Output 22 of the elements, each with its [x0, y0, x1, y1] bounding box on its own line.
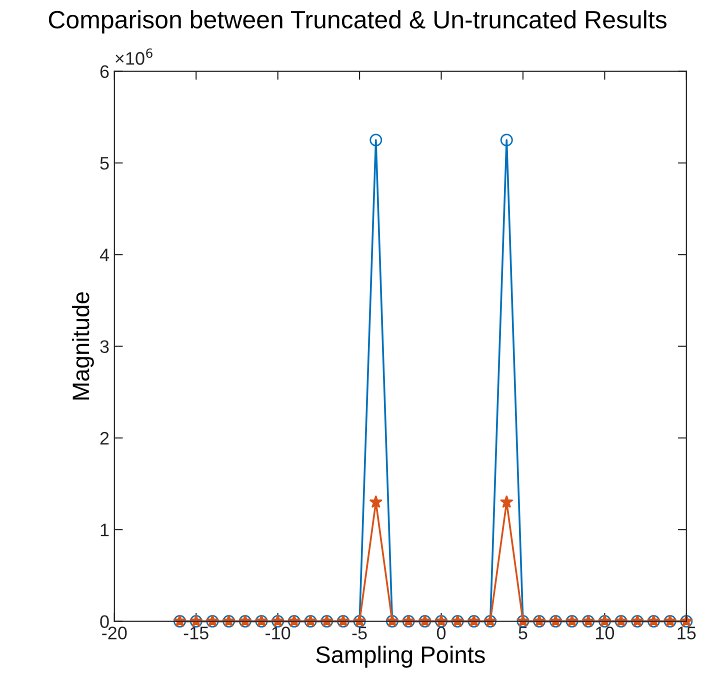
y-tick-label: 5	[100, 157, 109, 170]
x-tick-label: -10	[266, 626, 290, 640]
y-tick-label: 3	[100, 340, 109, 354]
point	[500, 134, 513, 146]
point	[369, 495, 383, 508]
y-tick-label: 0	[100, 615, 109, 628]
y-axis-title: Magnitude	[72, 292, 94, 400]
chart-title: Comparison between Truncated & Un-truncated Results	[48, 10, 666, 34]
point	[370, 134, 382, 146]
x-tick-label: 15	[678, 626, 696, 640]
y-tick-label: 6	[100, 65, 109, 78]
text: ×10$^{6}$	[116, 48, 152, 65]
y-tick-label: 2	[100, 432, 109, 444]
x-tick-label: -20	[102, 626, 127, 640]
x-tick-label: 10	[596, 626, 614, 640]
x-tick-label: -5	[352, 626, 367, 640]
x-axis-title: Sampling Points	[316, 646, 485, 668]
y-tick-label: 1	[100, 524, 109, 536]
x-tick-label: 0	[436, 626, 446, 640]
x-tick-label: -15	[184, 626, 208, 640]
point	[500, 495, 514, 508]
y-tick-label: 4	[100, 248, 110, 262]
